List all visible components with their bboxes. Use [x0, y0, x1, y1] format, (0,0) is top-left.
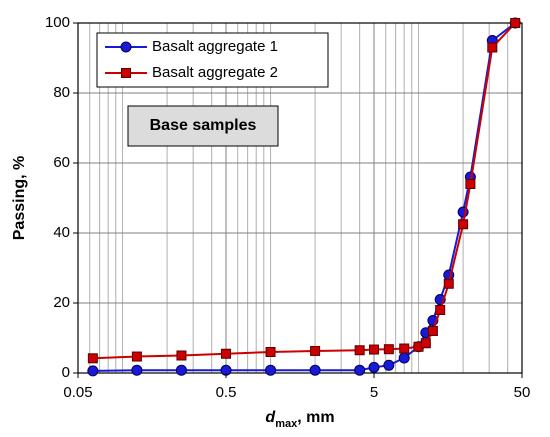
marker [120, 41, 132, 53]
marker [354, 364, 366, 376]
marker [383, 359, 395, 371]
marker [87, 353, 98, 364]
x-title-rest: , mm [297, 409, 334, 426]
x-tick-label: 0.5 [216, 384, 237, 401]
legend-box [96, 32, 329, 88]
marks [87, 17, 521, 377]
marker [398, 352, 410, 364]
marker [87, 365, 99, 377]
y-tick-label: 40 [53, 224, 70, 241]
marker [368, 361, 380, 373]
x-title-main: d [265, 409, 276, 426]
y-tick-label: 20 [53, 294, 70, 311]
annotation: Base samples [150, 117, 257, 134]
y-tick-label: 0 [62, 364, 70, 381]
marker [221, 348, 231, 359]
marker [131, 351, 142, 362]
marker [176, 350, 187, 361]
marker [354, 345, 365, 356]
y-tick-label: 60 [53, 154, 70, 171]
y-tick-label: 100 [45, 14, 70, 31]
x-title-sub: max [275, 418, 298, 430]
marker [383, 344, 394, 355]
marker [420, 338, 431, 349]
x-tick-label: 0.05 [63, 384, 92, 401]
y-tick-label: 80 [53, 84, 70, 101]
marker [175, 364, 187, 376]
marker [465, 179, 476, 189]
marker [309, 364, 321, 376]
x-tick-label: 5 [370, 384, 378, 401]
marker [121, 68, 131, 78]
marker [310, 345, 321, 356]
legend-label: Basalt aggregate 2 [152, 64, 278, 81]
marker [510, 18, 521, 28]
plot-frame [77, 22, 523, 374]
marker [487, 42, 498, 53]
marker [458, 219, 469, 230]
marker [131, 364, 143, 376]
legend-label: Basalt aggregate 1 [152, 38, 278, 55]
marker [369, 344, 379, 355]
y-axis-title: Passing, % [11, 156, 28, 240]
marker [399, 343, 410, 354]
marker [435, 305, 446, 315]
x-axis-title: dmax, mm [265, 409, 334, 430]
x-tick-label: 50 [514, 384, 531, 401]
marker [427, 326, 438, 336]
annotation-box [127, 105, 279, 147]
marker [265, 364, 277, 376]
marker [443, 278, 454, 289]
marker [265, 347, 276, 357]
